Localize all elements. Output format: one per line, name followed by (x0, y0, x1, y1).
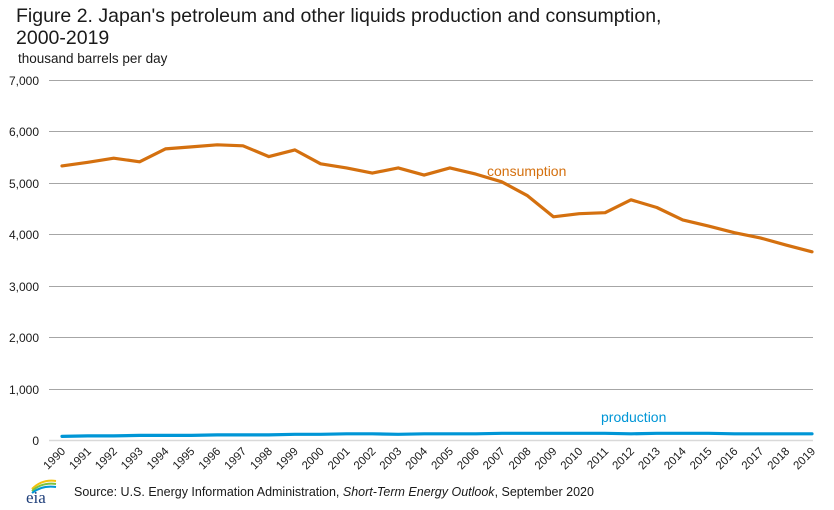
x-tick-label: 1991 (67, 446, 94, 473)
x-tick-label: 1995 (171, 446, 198, 473)
y-tick-label: 1,000 (9, 383, 39, 397)
x-tick-label: 2010 (559, 446, 586, 473)
source-prefix: Source: U.S. Energy Information Administ… (74, 485, 343, 499)
eia-logo: eia (22, 479, 62, 505)
x-tick-label: 2011 (585, 446, 611, 472)
x-tick-label: 2015 (688, 446, 715, 473)
x-tick-label: 2016 (714, 446, 741, 473)
footer: eia Source: U.S. Energy Information Admi… (22, 480, 594, 504)
gridlines (49, 81, 813, 441)
production-line (62, 433, 812, 436)
source-suffix: , September 2020 (495, 485, 594, 499)
y-tick-label: 5,000 (9, 177, 39, 191)
x-tick-label: 2014 (662, 445, 689, 472)
x-tick-label: 1992 (93, 446, 120, 473)
x-tick-label: 2004 (404, 445, 431, 472)
x-tick-label: 2007 (481, 446, 508, 473)
x-tick-label: 2012 (611, 446, 638, 473)
y-tick-label: 0 (32, 434, 39, 448)
x-tick-label: 2017 (740, 446, 767, 473)
consumption-series-label: consumption (487, 163, 566, 179)
x-tick-label: 2008 (507, 446, 534, 473)
production-series-label: production (601, 409, 666, 425)
x-tick-label: 2002 (352, 446, 379, 473)
x-tick-label: 1990 (42, 446, 69, 473)
y-tick-label: 6,000 (9, 125, 39, 139)
x-tick-label: 1999 (274, 446, 301, 473)
line-chart: 0 1,000 2,000 3,000 4,000 5,000 6,000 7,000 199… (0, 0, 834, 480)
y-tick-label: 2,000 (9, 331, 39, 345)
x-tick-label: 2009 (533, 446, 560, 473)
source-publication: Short-Term Energy Outlook (343, 485, 495, 499)
y-axis-ticks: 0 1,000 2,000 3,000 4,000 5,000 6,000 7,000 (9, 74, 39, 448)
source-note: Source: U.S. Energy Information Administ… (74, 485, 594, 499)
y-tick-label: 7,000 (9, 74, 39, 88)
x-tick-label: 2001 (326, 446, 353, 473)
x-tick-label: 1993 (119, 446, 146, 473)
eia-logo-icon: eia (22, 479, 62, 505)
x-tick-label: 2003 (378, 446, 405, 473)
x-tick-label: 2000 (300, 446, 327, 473)
x-tick-label: 2013 (636, 446, 663, 473)
x-tick-label: 2019 (792, 446, 819, 473)
series-lines (62, 145, 812, 437)
x-tick-label: 2006 (455, 446, 482, 473)
eia-logo-text: eia (26, 488, 46, 505)
y-tick-label: 4,000 (9, 228, 39, 242)
consumption-line (62, 145, 812, 252)
x-tick-label: 1997 (223, 446, 250, 473)
x-tick-label: 2005 (429, 446, 456, 473)
x-tick-label: 1998 (248, 446, 275, 473)
x-tick-label: 1996 (197, 446, 224, 473)
x-tick-label: 1994 (145, 445, 172, 472)
y-tick-label: 3,000 (9, 280, 39, 294)
x-tick-label: 2018 (766, 446, 793, 473)
